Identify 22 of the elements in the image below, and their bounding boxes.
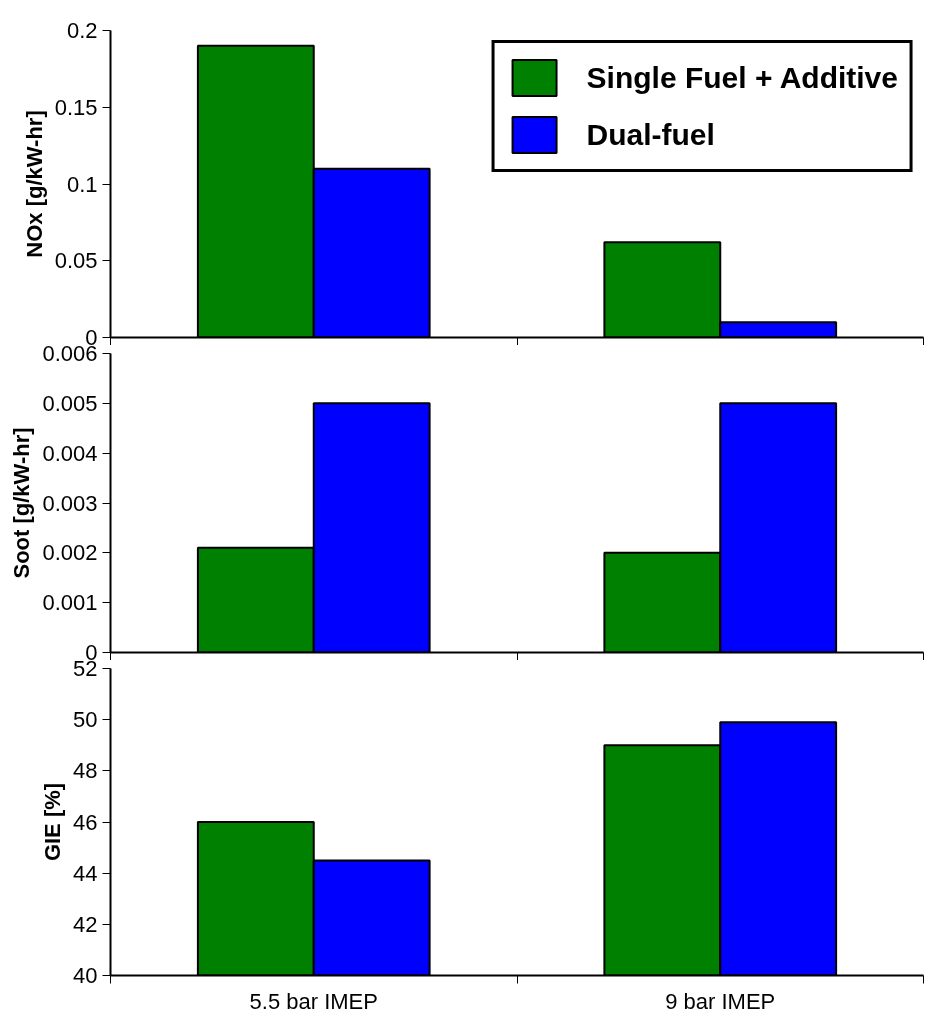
y-axis-title: GIE [%] [40, 782, 66, 862]
y-tick-label: 0.15 [54, 94, 98, 120]
y-tick-label: 42 [73, 911, 98, 937]
x-tick-label: 5.5 bar IMEP [249, 988, 378, 1014]
y-axis-title: Soot [g/kW-hr] [9, 427, 35, 579]
y-tick-label: 46 [73, 809, 98, 835]
legend-label: Single Fuel + Additive [586, 60, 898, 95]
y-tick-label: 40 [73, 963, 98, 988]
y-tick-label: 0.004 [42, 440, 98, 466]
x-tick-label: 9 bar IMEP [665, 988, 776, 1014]
y-tick-label: 50 [73, 707, 98, 733]
y-tick-label: 0.002 [42, 540, 98, 566]
y-tick-label: 0.003 [42, 490, 98, 516]
y-tick-label: 0.1 [66, 171, 98, 197]
y-tick-label: 0.2 [66, 18, 98, 43]
y-tick-label: 44 [73, 860, 98, 886]
y-tick-label: 48 [73, 758, 98, 784]
legend-label: Dual-fuel [586, 117, 715, 152]
y-tick-label: 0.005 [42, 390, 98, 416]
y-axis-title: NOx [g/kW-hr] [21, 110, 47, 258]
y-tick-label: 0.05 [54, 248, 98, 274]
y-tick-label: 0.001 [42, 590, 98, 616]
